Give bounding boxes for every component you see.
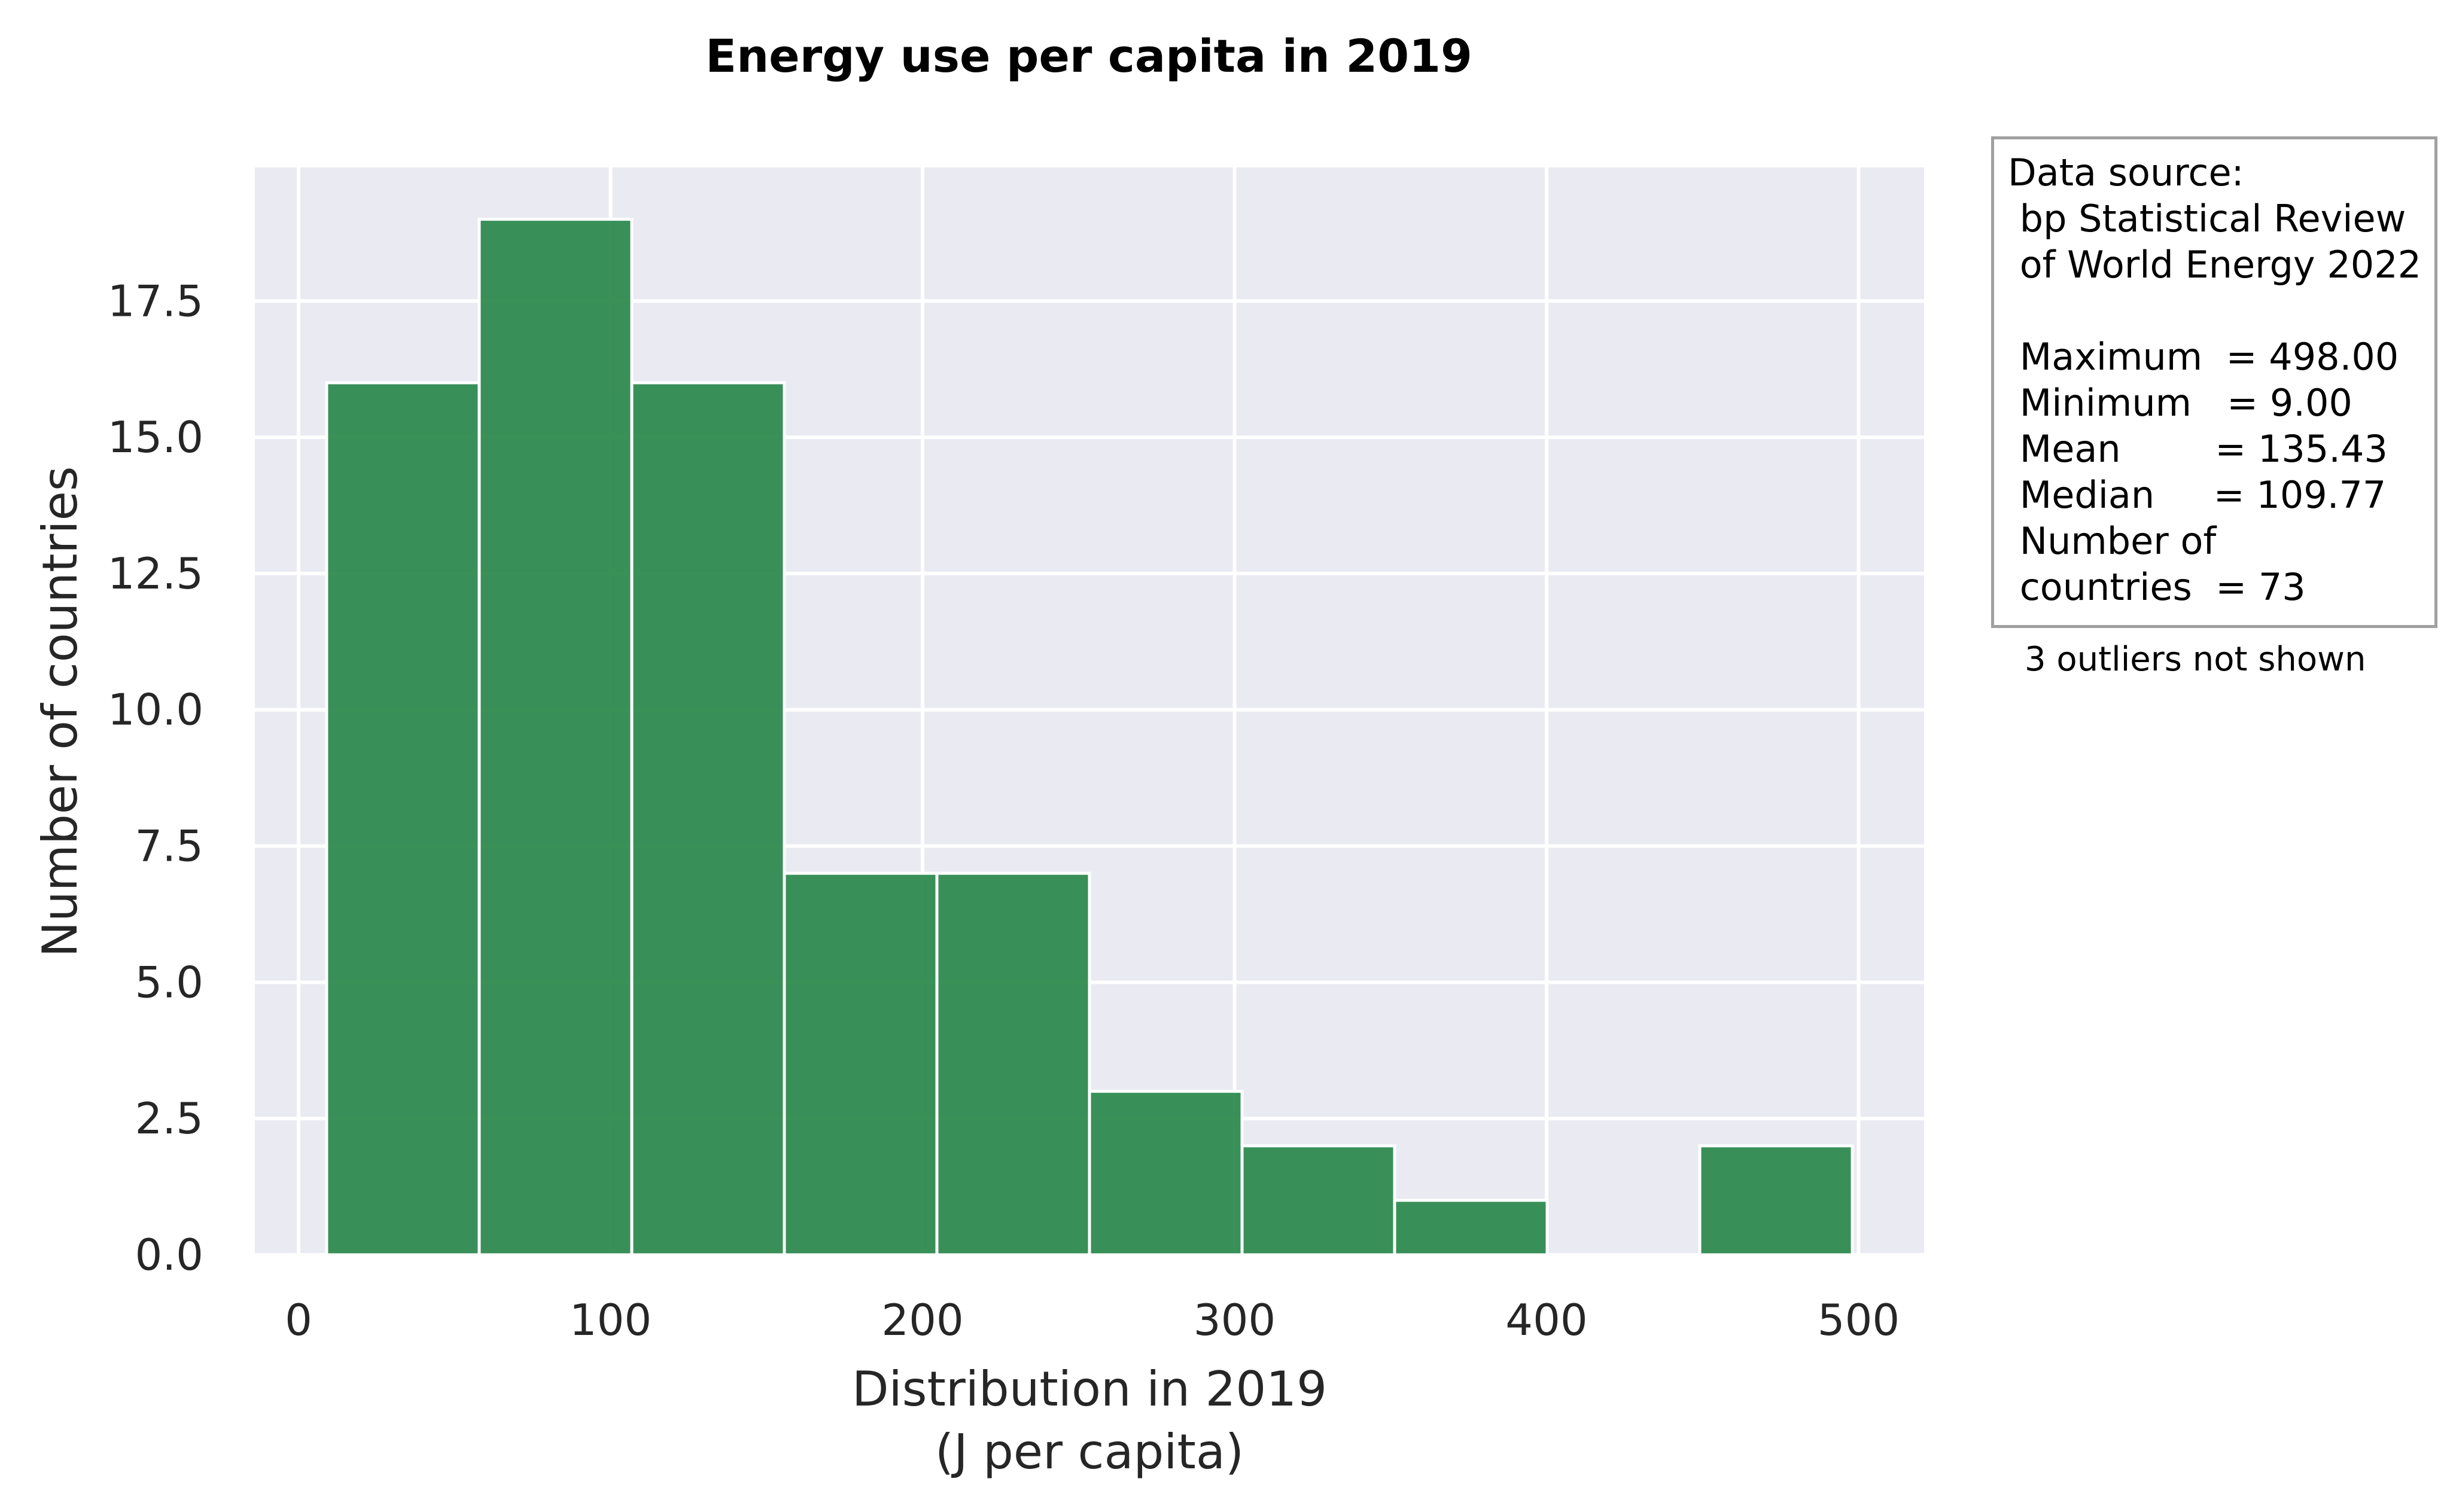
tick-labels: 0 100 200 300 400 500 0.0 2.5 5.0 7.5 10.0 12.5 15.0… [108, 276, 1900, 1345]
x-tick-label: 100 [570, 1295, 652, 1345]
y-tick-label: 7.5 [135, 821, 203, 871]
x-axis-label-line: Distribution in 2019 [852, 1361, 1327, 1417]
info-box [1991, 136, 2437, 628]
x-tick-label: 0 [285, 1295, 312, 1345]
y-tick-label: 10.0 [108, 685, 203, 735]
y-tick-label: 5.0 [135, 957, 203, 1007]
chart-title: Energy use per capita in 2019 [705, 29, 1472, 83]
x-tick-label: 300 [1194, 1295, 1276, 1345]
y-tick-label: 12.5 [108, 548, 203, 599]
histogram-bar-6 [1240, 1144, 1396, 1257]
histogram-bar-4 [935, 871, 1091, 1257]
x-axis-label: Distribution in 2019 (J per capita) [852, 1361, 1327, 1480]
histogram-bar-3 [783, 871, 939, 1257]
y-tick-label: 2.5 [135, 1093, 203, 1144]
y-tick-label: 17.5 [108, 276, 203, 326]
x-tick-label: 200 [881, 1295, 963, 1345]
histogram-bar-1 [477, 218, 634, 1257]
x-tick-label: 400 [1505, 1295, 1587, 1345]
histogram-bars [325, 218, 1854, 1257]
x-tick-label: 500 [1818, 1295, 1900, 1345]
histogram-bar-5 [1088, 1090, 1244, 1257]
info-box-text: Data source: bp Statistical Review of Wo… [2008, 151, 2422, 609]
y-tick-label: 15.0 [108, 412, 203, 462]
outlier-note: 3 outliers not shown [2025, 640, 2366, 679]
x-axis-label-line: (J per capita) [935, 1424, 1244, 1480]
histogram-bar-7 [1393, 1199, 1549, 1257]
y-tick-label: 0.0 [135, 1230, 203, 1280]
histogram-bar-2 [630, 381, 786, 1257]
histogram-bar-9 [1698, 1144, 1854, 1257]
y-axis-label: Number of countries [32, 466, 88, 957]
histogram-bar-0 [325, 381, 481, 1257]
